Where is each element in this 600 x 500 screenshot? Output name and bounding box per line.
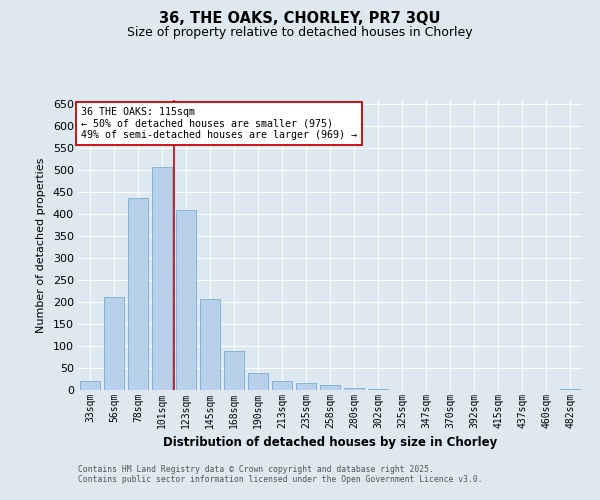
- Bar: [152, 167, 172, 390]
- Text: Contains HM Land Registry data © Crown copyright and database right 2025.: Contains HM Land Registry data © Crown c…: [78, 465, 434, 474]
- Text: Size of property relative to detached houses in Chorley: Size of property relative to detached ho…: [127, 26, 473, 39]
- X-axis label: Distribution of detached houses by size in Chorley: Distribution of detached houses by size …: [163, 436, 497, 450]
- Text: 36 THE OAKS: 115sqm
← 50% of detached houses are smaller (975)
49% of semi-detac: 36 THE OAKS: 115sqm ← 50% of detached ho…: [80, 108, 356, 140]
- Bar: [176, 210, 196, 390]
- Bar: [248, 374, 268, 390]
- Bar: [128, 198, 148, 390]
- Bar: [296, 383, 316, 390]
- Bar: [104, 297, 124, 390]
- Y-axis label: Number of detached properties: Number of detached properties: [36, 158, 46, 332]
- Bar: [320, 384, 340, 390]
- Bar: [272, 381, 292, 390]
- Bar: [224, 352, 244, 390]
- Text: 36, THE OAKS, CHORLEY, PR7 3QU: 36, THE OAKS, CHORLEY, PR7 3QU: [159, 11, 441, 26]
- Bar: [368, 388, 388, 390]
- Bar: [80, 381, 100, 390]
- Bar: [560, 389, 580, 390]
- Bar: [344, 388, 364, 390]
- Text: Contains public sector information licensed under the Open Government Licence v3: Contains public sector information licen…: [78, 475, 482, 484]
- Bar: [200, 300, 220, 390]
